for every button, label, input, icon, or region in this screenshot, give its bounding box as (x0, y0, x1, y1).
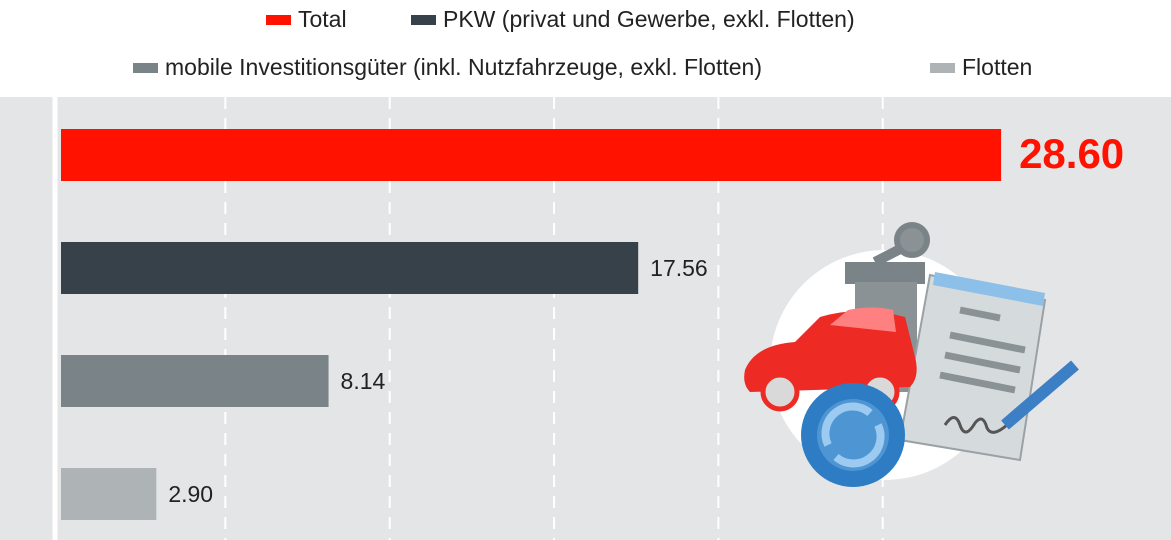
bar (61, 355, 329, 407)
value-label: 8.14 (341, 368, 386, 394)
legend-swatch (930, 63, 955, 73)
bar (61, 468, 157, 520)
value-label: 17.56 (650, 255, 708, 281)
illustration (744, 222, 1079, 487)
legend-swatch (266, 15, 291, 25)
legend-label: PKW (privat und Gewerbe, exkl. Flotten) (443, 6, 855, 32)
bar (61, 129, 1002, 181)
legend-swatch (411, 15, 436, 25)
legend-label: Flotten (962, 54, 1032, 80)
legend-swatch (133, 63, 158, 73)
value-label: 28.60 (1019, 130, 1124, 177)
legend-label: Total (298, 6, 347, 32)
value-label: 2.90 (168, 481, 213, 507)
bar (61, 242, 639, 294)
legend-label: mobile Investitionsgüter (inkl. Nutzfahr… (165, 54, 762, 80)
